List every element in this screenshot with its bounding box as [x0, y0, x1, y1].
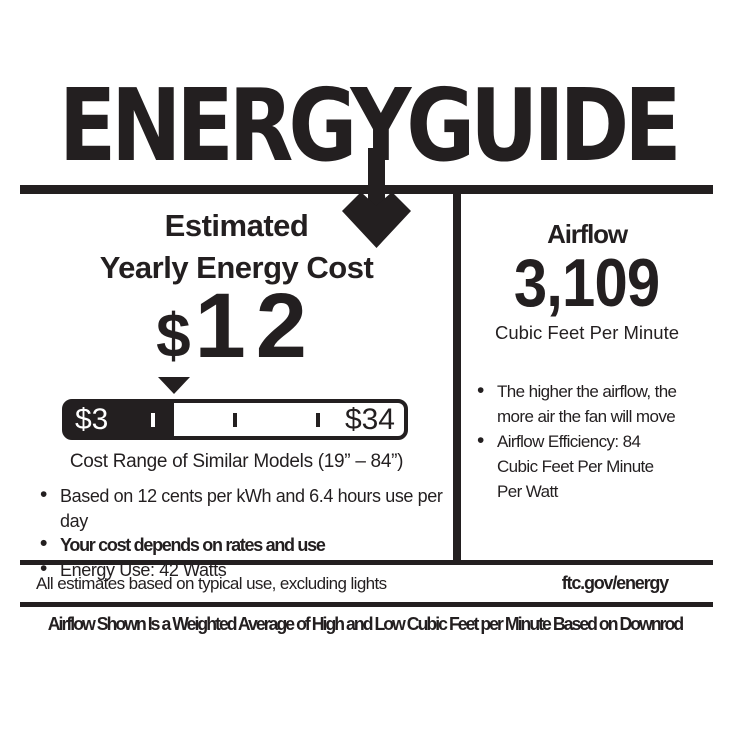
bullet-energy-use: Energy Use: 42 Watts — [40, 557, 452, 583]
airflow-unit: Cubic Feet Per Minute — [494, 322, 680, 343]
estimates-note: All estimates based on typical use, excl… — [36, 574, 387, 593]
airflow-heading: Airflow — [547, 219, 628, 249]
lower-rule — [20, 602, 713, 607]
top-rule — [20, 185, 713, 194]
range-tick-icon — [233, 413, 237, 427]
range-tick-icon — [316, 413, 320, 427]
range-caption: Cost Range of Similar Models (19” – 84”) — [69, 451, 404, 472]
range-min-label: $3 — [75, 403, 109, 436]
airflow-disclaimer: Airflow Shown Is a Weighted Average of H… — [47, 614, 684, 634]
column-divider — [453, 189, 461, 561]
range-tick-icon — [151, 413, 155, 427]
currency-symbol: $ — [156, 302, 195, 371]
left-bullet-list: Based on 12 cents per kWh and 6.4 hours … — [40, 483, 452, 583]
cost-range-bar: $3 $34 — [62, 399, 408, 440]
cost-amount: 12 — [194, 275, 317, 377]
yearly-cost-value: $12 — [20, 280, 453, 382]
bullet-higher-airflow: The higher the airflow, the more air the… — [477, 378, 682, 429]
airflow-value: 3,109 — [461, 245, 713, 321]
bullet-airflow-efficiency: Airflow Efficiency: 84 Cubic Feet Per Mi… — [477, 428, 682, 504]
right-bullet-list: The higher the airflow, the more air the… — [477, 378, 682, 504]
estimated-heading: Estimated — [164, 208, 309, 243]
yearly-energy-cost-heading: Yearly Energy Cost — [99, 250, 374, 285]
ftc-website: ftc.gov/energy — [561, 573, 669, 593]
bullet-rate-basis: Based on 12 cents per kWh and 6.4 hours … — [40, 483, 452, 533]
bullet-cost-depends: Your cost depends on rates and use — [40, 532, 452, 558]
range-max-label: $34 — [344, 403, 395, 436]
cost-range-bar-fill — [66, 403, 175, 436]
energyguide-logo: ENERGYGUIDE — [0, 76, 730, 176]
airflow-value-text: 3,109 — [514, 245, 660, 321]
energyguide-logo-text: ENERGYGUIDE — [58, 67, 682, 184]
